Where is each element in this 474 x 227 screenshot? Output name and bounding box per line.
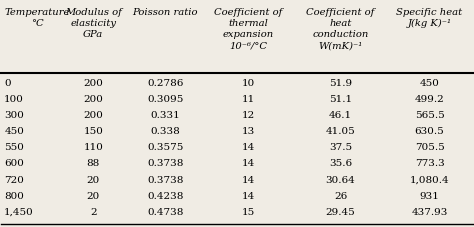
Text: 46.1: 46.1 — [329, 111, 352, 120]
Text: 14: 14 — [242, 192, 255, 201]
Text: Temperature
°C: Temperature °C — [4, 8, 70, 28]
Text: 0.3738: 0.3738 — [147, 159, 183, 168]
Text: 12: 12 — [242, 111, 255, 120]
Text: 88: 88 — [87, 159, 100, 168]
Text: 0.3095: 0.3095 — [147, 95, 183, 104]
Text: 931: 931 — [419, 192, 439, 201]
Text: Specific heat
J(kg K)⁻¹: Specific heat J(kg K)⁻¹ — [396, 8, 463, 28]
Text: 26: 26 — [334, 192, 347, 201]
Text: 773.3: 773.3 — [415, 159, 445, 168]
Text: 200: 200 — [83, 95, 103, 104]
Text: 37.5: 37.5 — [329, 143, 352, 152]
Text: Coefficient of
heat
conduction
W(mK)⁻¹: Coefficient of heat conduction W(mK)⁻¹ — [306, 8, 374, 50]
Text: 0: 0 — [4, 79, 11, 88]
Text: 550: 550 — [4, 143, 24, 152]
Text: 437.93: 437.93 — [411, 208, 448, 217]
Text: 1,080.4: 1,080.4 — [410, 176, 449, 185]
Text: 30.64: 30.64 — [326, 176, 356, 185]
Text: 200: 200 — [83, 111, 103, 120]
Text: 1,450: 1,450 — [4, 208, 34, 217]
Text: 600: 600 — [4, 159, 24, 168]
Text: 800: 800 — [4, 192, 24, 201]
Text: 0.4738: 0.4738 — [147, 208, 183, 217]
Text: 630.5: 630.5 — [415, 127, 445, 136]
Text: 110: 110 — [83, 143, 103, 152]
Text: 20: 20 — [87, 176, 100, 185]
Text: 14: 14 — [242, 176, 255, 185]
Text: 720: 720 — [4, 176, 24, 185]
Text: 2: 2 — [90, 208, 97, 217]
Text: 20: 20 — [87, 192, 100, 201]
Text: 150: 150 — [83, 127, 103, 136]
Text: 11: 11 — [242, 95, 255, 104]
Text: Poisson ratio: Poisson ratio — [132, 8, 198, 17]
Text: 499.2: 499.2 — [415, 95, 445, 104]
Text: 0.331: 0.331 — [150, 111, 180, 120]
Text: Modulus of
elasticity
GPa: Modulus of elasticity GPa — [65, 8, 122, 39]
Text: 51.9: 51.9 — [329, 79, 352, 88]
Text: 0.2786: 0.2786 — [147, 79, 183, 88]
Text: 35.6: 35.6 — [329, 159, 352, 168]
Text: 450: 450 — [419, 79, 439, 88]
Text: 14: 14 — [242, 143, 255, 152]
Text: 565.5: 565.5 — [415, 111, 445, 120]
Text: 0.3575: 0.3575 — [147, 143, 183, 152]
Text: 0.4238: 0.4238 — [147, 192, 183, 201]
Text: 705.5: 705.5 — [415, 143, 445, 152]
Text: 41.05: 41.05 — [326, 127, 356, 136]
Text: 450: 450 — [4, 127, 24, 136]
Text: 29.45: 29.45 — [326, 208, 356, 217]
Text: Coefficient of
thermal
expansion
10⁻⁶/°C: Coefficient of thermal expansion 10⁻⁶/°C — [214, 8, 283, 50]
Text: 15: 15 — [242, 208, 255, 217]
Text: 0.338: 0.338 — [150, 127, 180, 136]
Text: 13: 13 — [242, 127, 255, 136]
Text: 200: 200 — [83, 79, 103, 88]
Text: 100: 100 — [4, 95, 24, 104]
Text: 10: 10 — [242, 79, 255, 88]
Text: 0.3738: 0.3738 — [147, 176, 183, 185]
Text: 300: 300 — [4, 111, 24, 120]
Text: 51.1: 51.1 — [329, 95, 352, 104]
Text: 14: 14 — [242, 159, 255, 168]
